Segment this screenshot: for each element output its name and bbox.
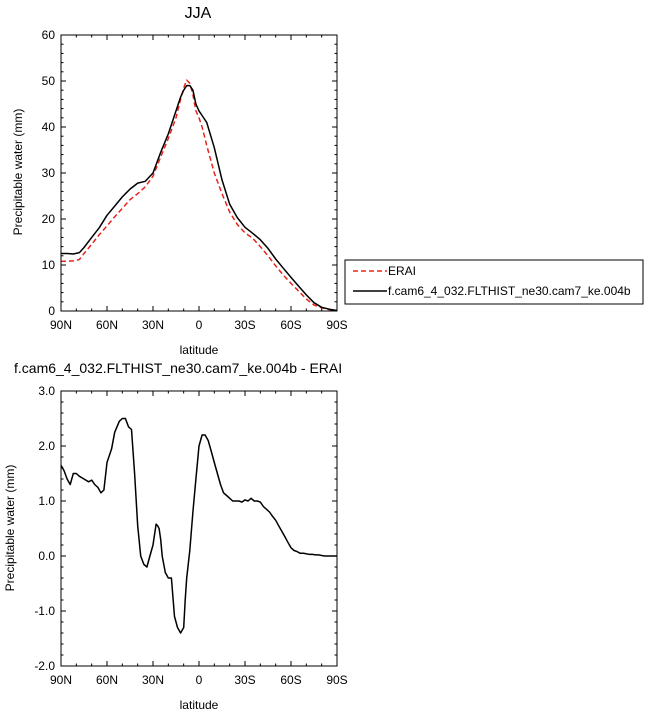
x-tick-label: 30N bbox=[142, 673, 164, 687]
y-tick-label: 40 bbox=[42, 120, 56, 134]
x-tick-label: 90S bbox=[326, 673, 347, 687]
legend-label-model: f.cam6_4_032.FLTHIST_ne30.cam7_ke.004b bbox=[388, 284, 631, 298]
legend-frame bbox=[344, 259, 644, 305]
top-panel-chart: JJA Precipitable water (mm) latitude 90N… bbox=[11, 5, 348, 357]
bottom-panel-xlabel: latitude bbox=[180, 698, 219, 712]
bottom-panel-series bbox=[60, 417, 337, 634]
y-tick-label: 1.0 bbox=[38, 494, 55, 508]
top-panel-series bbox=[61, 79, 338, 312]
y-tick-label: 3.0 bbox=[38, 384, 55, 398]
top-panel-ticks: 90N 60N 30N 0 30S 60S 90S 0 10 20 30 40 50 60 bbox=[42, 28, 348, 332]
y-tick-label: 30 bbox=[42, 166, 56, 180]
x-tick-label: 60S bbox=[280, 673, 301, 687]
bottom-panel-title: f.cam6_4_032.FLTHIST_ne30.cam7_ke.004b -… bbox=[14, 360, 342, 376]
y-tick-label: 20 bbox=[42, 212, 56, 226]
x-tick-label: 30S bbox=[234, 318, 255, 332]
series-line-model bbox=[60, 417, 337, 634]
x-tick-label: 90N bbox=[50, 673, 72, 687]
x-tick-label: 0 bbox=[196, 318, 203, 332]
y-tick-label: 0 bbox=[48, 304, 55, 318]
y-tick-label: 0.0 bbox=[38, 549, 55, 563]
bottom-panel-frame bbox=[60, 390, 338, 667]
top-panel-frame bbox=[60, 34, 338, 312]
y-tick-label: -2.0 bbox=[34, 659, 55, 673]
x-tick-label: 60N bbox=[96, 318, 118, 332]
y-tick-label: -1.0 bbox=[34, 604, 55, 618]
top-panel-xlabel: latitude bbox=[180, 343, 219, 357]
x-tick-label: 90N bbox=[50, 318, 72, 332]
y-tick-label: 60 bbox=[42, 28, 56, 42]
x-tick-label: 60S bbox=[280, 318, 301, 332]
legend-label-erai: ERAI bbox=[388, 264, 416, 278]
top-panel-ylabel: Precipitable water (mm) bbox=[11, 109, 25, 236]
series-line-erai bbox=[61, 79, 338, 312]
legend: ERAI f.cam6_4_032.FLTHIST_ne30.cam7_ke.0… bbox=[344, 259, 644, 305]
bottom-panel-ylabel: Precipitable water (mm) bbox=[3, 465, 17, 592]
x-tick-label: 60N bbox=[96, 673, 118, 687]
series-line-model bbox=[61, 84, 338, 312]
x-tick-label: 90S bbox=[326, 318, 347, 332]
y-tick-label: 2.0 bbox=[38, 439, 55, 453]
x-tick-label: 0 bbox=[196, 673, 203, 687]
x-tick-label: 30N bbox=[142, 318, 164, 332]
x-tick-label: 30S bbox=[234, 673, 255, 687]
bottom-panel-chart: f.cam6_4_032.FLTHIST_ne30.cam7_ke.004b -… bbox=[3, 360, 348, 712]
y-tick-label: 50 bbox=[42, 74, 56, 88]
top-panel-title: JJA bbox=[185, 5, 212, 22]
y-tick-label: 10 bbox=[42, 258, 56, 272]
